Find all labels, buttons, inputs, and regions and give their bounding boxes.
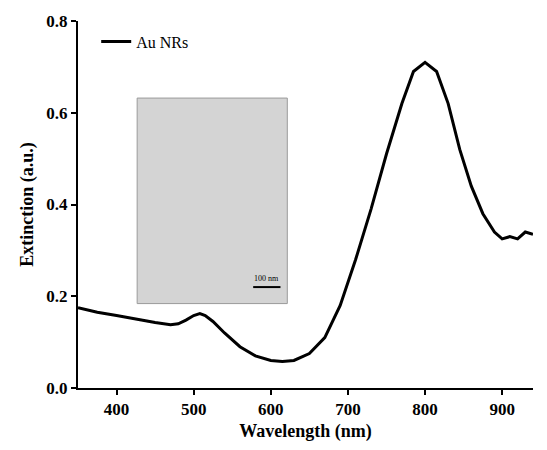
svg-text:Au NRs: Au NRs	[136, 34, 188, 51]
svg-text:Wavelength (nm): Wavelength (nm)	[239, 421, 372, 442]
svg-text:500: 500	[181, 400, 207, 419]
svg-text:Extinction (a.u.): Extinction (a.u.)	[17, 142, 38, 267]
svg-text:0.4: 0.4	[46, 195, 68, 214]
svg-text:400: 400	[104, 400, 130, 419]
svg-text:700: 700	[335, 400, 361, 419]
svg-text:800: 800	[412, 400, 438, 419]
svg-text:900: 900	[489, 400, 515, 419]
svg-text:0.2: 0.2	[46, 287, 67, 306]
svg-text:100 nm: 100 nm	[254, 274, 279, 283]
svg-text:600: 600	[258, 400, 284, 419]
svg-text:0.8: 0.8	[46, 12, 67, 31]
svg-text:0.6: 0.6	[46, 104, 67, 123]
svg-text:0.0: 0.0	[46, 379, 67, 398]
